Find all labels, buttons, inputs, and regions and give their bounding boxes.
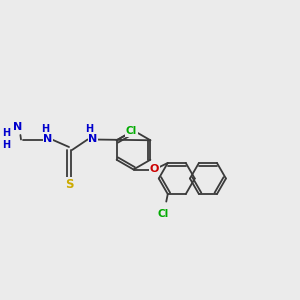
Text: S: S [65, 178, 73, 191]
Text: H: H [2, 128, 11, 139]
Text: N: N [44, 134, 52, 144]
Text: N: N [13, 122, 22, 133]
Text: O: O [150, 164, 159, 175]
Text: H: H [85, 124, 94, 134]
Text: Cl: Cl [158, 209, 169, 219]
Text: N: N [88, 134, 98, 144]
Text: H: H [41, 124, 49, 134]
Text: Cl: Cl [126, 126, 137, 136]
Text: H: H [2, 140, 11, 151]
